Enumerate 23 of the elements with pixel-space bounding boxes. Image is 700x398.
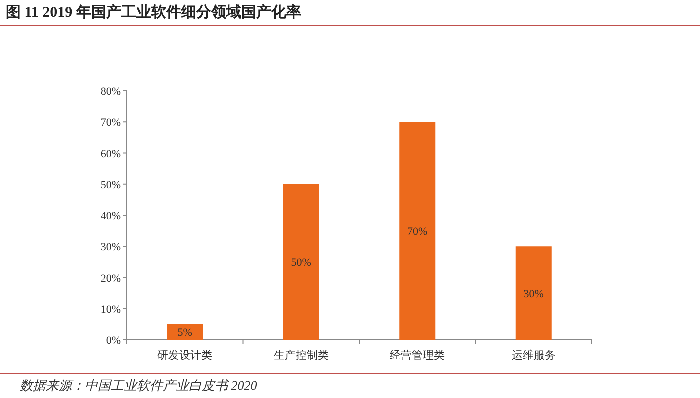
bar <box>167 324 204 340</box>
x-tick-label: 运维服务 <box>512 349 556 362</box>
data-label: 5% <box>178 327 192 340</box>
data-label: 30% <box>524 288 544 300</box>
x-tick-label: 经营管理类 <box>390 349 446 362</box>
y-tick-label: 50% <box>100 179 121 192</box>
x-tick-label: 生产控制类 <box>274 349 329 362</box>
chart-title: 图 11 2019 年国产工业软件细分领域国产化率 <box>6 3 302 21</box>
bar <box>516 246 552 340</box>
y-tick-label: 20% <box>100 272 121 285</box>
bar <box>283 184 320 340</box>
y-tick-label: 0% <box>106 335 121 347</box>
data-label: 70% <box>408 226 428 238</box>
bar <box>400 122 436 340</box>
y-tick-label: 40% <box>100 210 121 222</box>
x-tick-label: 研发设计类 <box>158 349 213 362</box>
y-tick-label: 60% <box>100 148 121 160</box>
y-tick-label: 70% <box>100 117 121 130</box>
y-tick-label: 10% <box>100 304 121 316</box>
y-tick-label: 80% <box>100 86 121 98</box>
source-note: 数据来源：中国工业软件产业白皮书 2020 <box>20 378 258 393</box>
y-tick-label: 30% <box>100 242 121 254</box>
data-label: 50% <box>291 257 312 270</box>
